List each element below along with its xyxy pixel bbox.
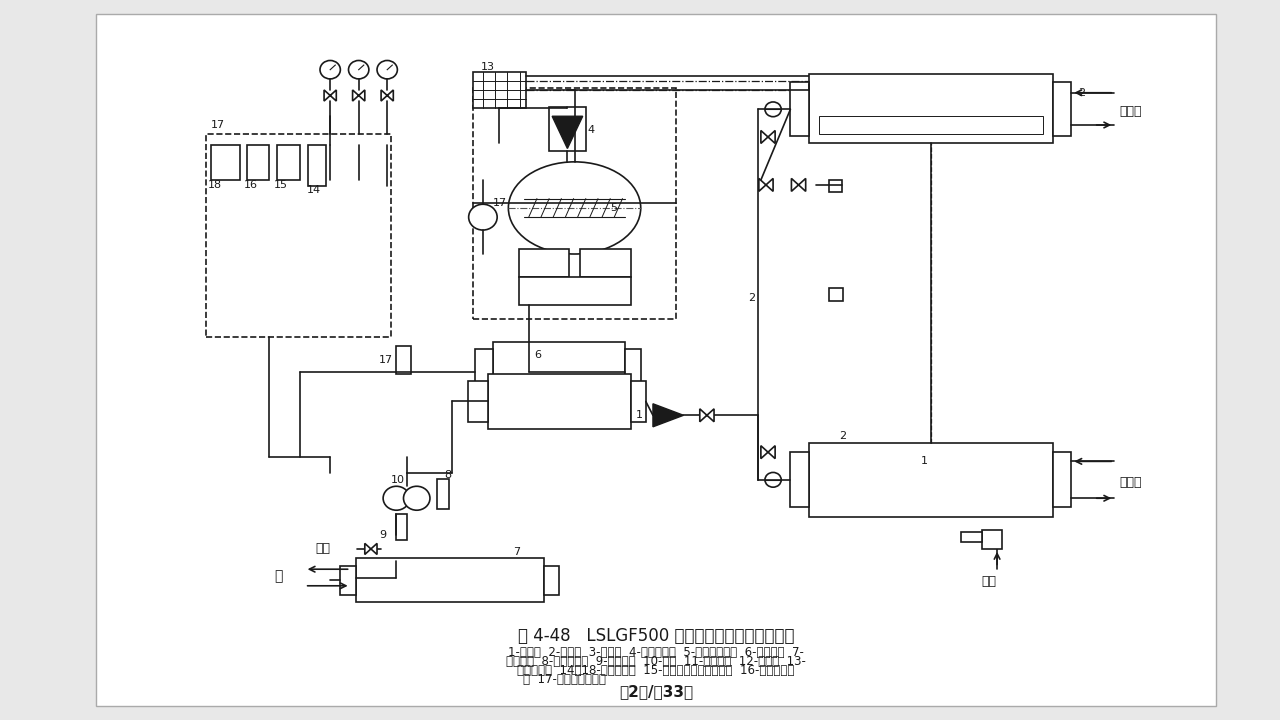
Bar (518, 277, 631, 305)
Bar (580, 249, 631, 277)
Text: 2: 2 (840, 431, 846, 441)
Circle shape (378, 60, 397, 79)
Bar (791, 452, 809, 508)
Polygon shape (700, 409, 714, 422)
Bar (493, 341, 626, 402)
Text: 加油: 加油 (315, 542, 330, 555)
Bar (340, 565, 356, 595)
Bar (397, 514, 407, 540)
Polygon shape (324, 90, 337, 101)
Bar (211, 145, 239, 180)
Text: 8: 8 (444, 470, 452, 480)
Text: 18: 18 (207, 180, 223, 190)
Text: 1-冷凝器  2-节流阀  3-蒸发器  4-吸气过滤器  5-螺杆式压缩机  6-油分离器  7-: 1-冷凝器 2-节流阀 3-蒸发器 4-吸气过滤器 5-螺杆式压缩机 6-油分离… (508, 646, 804, 659)
Text: 4: 4 (588, 125, 595, 135)
Text: 1: 1 (920, 456, 928, 467)
Polygon shape (381, 90, 393, 101)
Ellipse shape (508, 162, 641, 254)
Text: 14: 14 (307, 184, 321, 194)
Bar (436, 479, 449, 509)
Bar (631, 381, 646, 422)
Polygon shape (791, 179, 805, 192)
Text: 图 4-48   LSLGF500 型螺杆式冷水机组制冷系统: 图 4-48 LSLGF500 型螺杆式冷水机组制冷系统 (517, 627, 795, 645)
Circle shape (383, 486, 410, 510)
Text: 10: 10 (392, 474, 406, 485)
Bar (1053, 81, 1071, 136)
Bar (809, 443, 1053, 517)
Bar (626, 349, 641, 394)
Bar (475, 349, 493, 394)
Bar (488, 374, 631, 429)
Bar (96, 14, 1216, 706)
Bar (278, 145, 300, 180)
Text: 充氧: 充氧 (982, 575, 997, 588)
Text: 冷却水: 冷却水 (1119, 104, 1142, 117)
Bar (1053, 452, 1071, 508)
Circle shape (348, 60, 369, 79)
Polygon shape (760, 446, 776, 459)
Bar (307, 145, 326, 186)
Text: 6: 6 (534, 351, 541, 361)
Bar (467, 381, 488, 422)
Bar (829, 180, 842, 192)
Text: 2: 2 (1079, 88, 1085, 98)
Text: 16: 16 (243, 180, 257, 190)
Text: 1: 1 (636, 410, 643, 420)
Bar (791, 81, 809, 136)
Text: 四通电磁阀  14、18-油温控制器  15-精滤器前后压差控制器  16-油压差控制: 四通电磁阀 14、18-油温控制器 15-精滤器前后压差控制器 16-油压差控制 (517, 664, 795, 677)
Text: 5: 5 (611, 203, 617, 213)
Text: 9: 9 (379, 530, 387, 540)
Polygon shape (352, 90, 365, 101)
Text: 17: 17 (379, 355, 393, 365)
Text: 第2页/共33页: 第2页/共33页 (620, 684, 692, 699)
Circle shape (468, 204, 497, 230)
Bar (206, 134, 392, 337)
Bar (982, 531, 1002, 549)
Bar (472, 88, 676, 318)
Text: 13: 13 (481, 62, 495, 72)
Polygon shape (759, 179, 773, 192)
Bar (356, 558, 544, 603)
Polygon shape (365, 544, 378, 554)
Text: 油冷却器  8-油压调节阀  9-油粗滤器  10-油泵  11-油精滤器  12-四通阀  13-: 油冷却器 8-油压调节阀 9-油粗滤器 10-油泵 11-油精滤器 12-四通阀… (506, 655, 806, 668)
Bar (829, 288, 844, 301)
Text: 水: 水 (274, 570, 283, 584)
Bar (549, 107, 586, 150)
Bar (518, 249, 570, 277)
Bar (472, 71, 526, 109)
Text: 17: 17 (493, 198, 507, 208)
Bar (247, 145, 269, 180)
Polygon shape (653, 404, 684, 427)
Polygon shape (552, 116, 582, 148)
Bar (397, 346, 411, 374)
Circle shape (765, 472, 781, 487)
Text: 17: 17 (211, 120, 225, 130)
Text: 15: 15 (274, 180, 288, 190)
Text: 7: 7 (513, 546, 521, 557)
Circle shape (320, 60, 340, 79)
Bar (544, 565, 559, 595)
Bar (809, 74, 1053, 143)
Text: 冷却水: 冷却水 (1119, 476, 1142, 489)
Circle shape (765, 102, 781, 117)
Bar (961, 532, 982, 541)
Text: 器  17-高低压力控制器: 器 17-高低压力控制器 (524, 673, 605, 686)
Text: 2: 2 (748, 293, 755, 303)
Bar (819, 116, 1043, 134)
Circle shape (403, 486, 430, 510)
Polygon shape (760, 130, 776, 143)
